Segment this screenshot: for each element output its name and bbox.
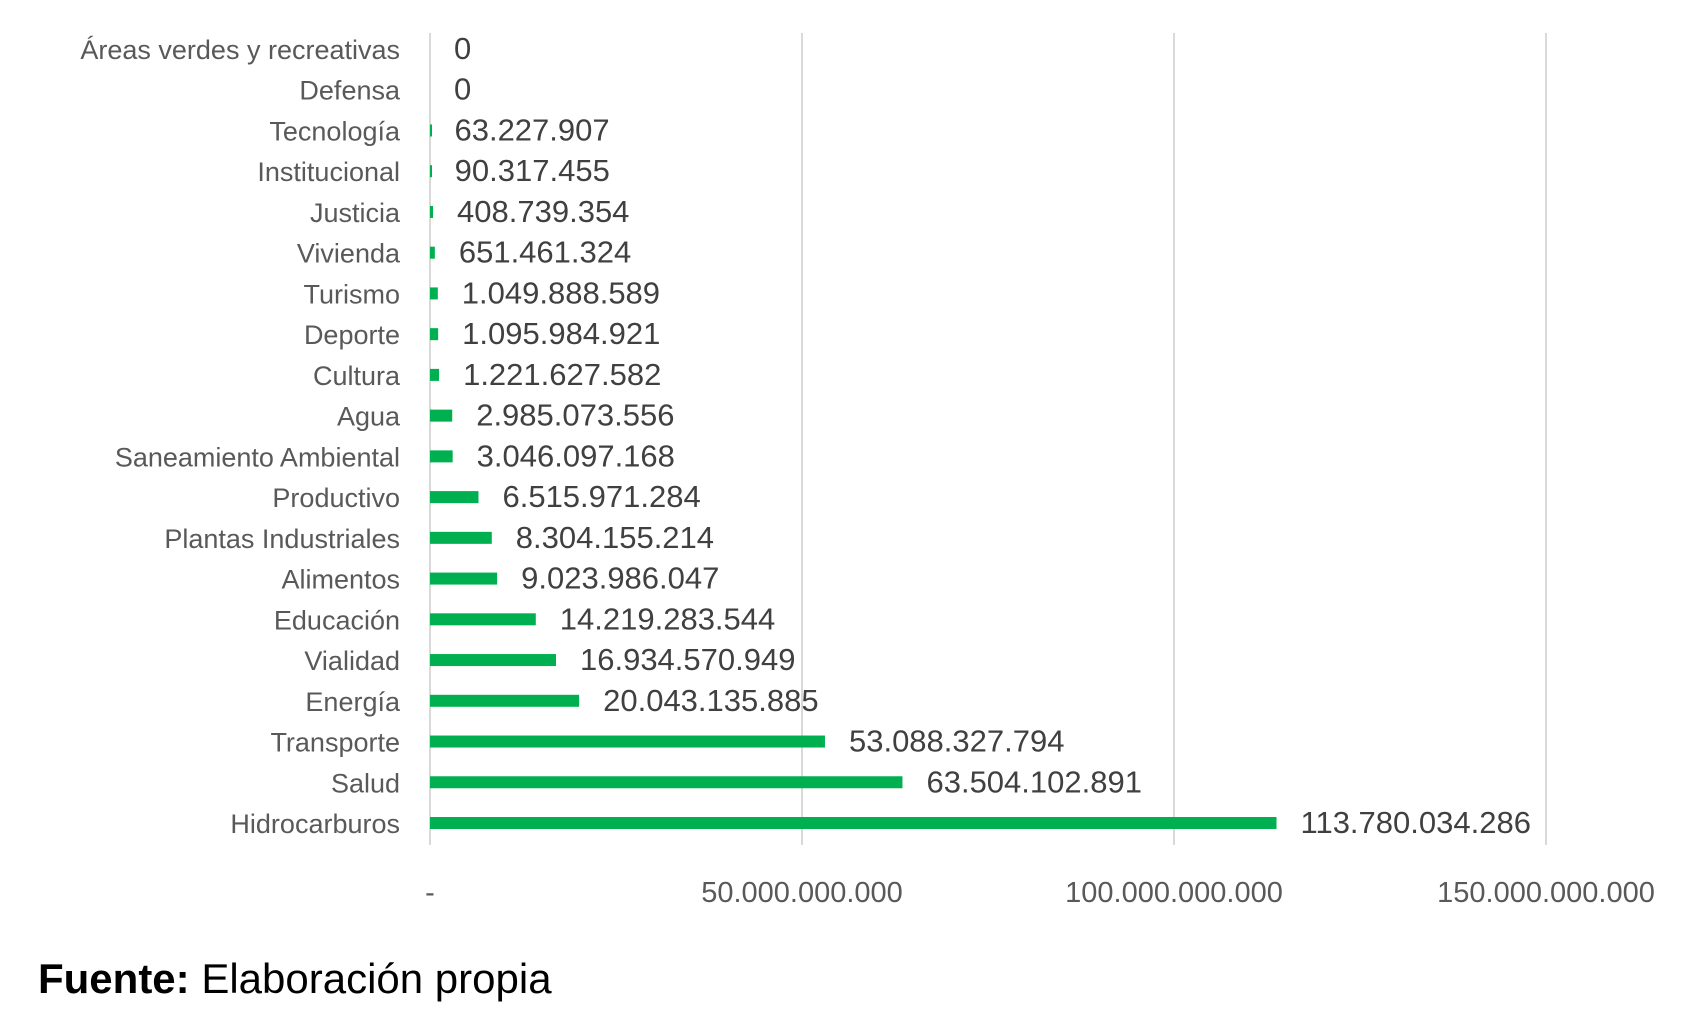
category-label: Energía — [305, 687, 401, 717]
bar — [430, 491, 479, 504]
category-label: Áreas verdes y recreativas — [80, 35, 400, 65]
bar — [430, 450, 453, 463]
bar-chart: - 50.000.000.000 100.000.000.000 150.000.00… — [80, 31, 1655, 909]
category-label: Educación — [274, 605, 400, 635]
data-label: 0 — [454, 31, 471, 66]
data-label: 1.221.627.582 — [463, 357, 661, 392]
category-label: Productivo — [272, 483, 400, 513]
source-note: Fuente: Elaboración propia — [38, 955, 552, 1003]
category-label: Vialidad — [304, 646, 400, 676]
data-label: 8.304.155.214 — [516, 520, 714, 555]
data-label: 0 — [454, 72, 471, 107]
source-text: Elaboración propia — [189, 955, 552, 1002]
bar — [430, 654, 556, 667]
data-label: 90.317.455 — [455, 153, 610, 188]
category-label: Transporte — [270, 728, 400, 758]
data-label: 63.227.907 — [454, 112, 609, 147]
category-label: Institucional — [257, 157, 400, 187]
data-label: 651.461.324 — [459, 235, 631, 270]
data-label: 9.023.986.047 — [521, 561, 719, 596]
data-label: 2.985.073.556 — [476, 398, 674, 433]
bar — [430, 246, 435, 259]
category-label: Defensa — [299, 76, 401, 106]
category-label: Justicia — [310, 198, 401, 228]
category-label: Hidrocarburos — [230, 809, 400, 839]
bar — [430, 165, 432, 178]
category-label: Deporte — [304, 320, 400, 350]
bar — [430, 817, 1277, 829]
bar — [430, 776, 903, 789]
category-label: Salud — [331, 768, 400, 798]
x-tick-label: - — [425, 877, 435, 909]
bar — [430, 613, 536, 626]
bar — [430, 368, 440, 381]
category-label: Cultura — [313, 361, 401, 391]
category-label: Agua — [337, 402, 401, 432]
x-tick-label: 150.000.000.000 — [1437, 877, 1655, 909]
data-label: 20.043.135.885 — [603, 683, 819, 718]
bar — [430, 328, 439, 341]
data-label: 14.219.283.544 — [560, 601, 776, 636]
category-label: Alimentos — [281, 565, 400, 595]
bar — [430, 531, 492, 544]
data-label: 16.934.570.949 — [580, 642, 796, 677]
data-label: 6.515.971.284 — [502, 479, 700, 514]
x-tick-label: 100.000.000.000 — [1065, 877, 1283, 909]
bar — [430, 409, 453, 422]
bar — [430, 694, 580, 707]
category-label: Saneamiento Ambiental — [115, 442, 400, 472]
data-label: 1.049.888.589 — [462, 275, 660, 310]
bar — [430, 287, 438, 300]
bar — [430, 572, 498, 585]
bar — [430, 124, 432, 137]
source-label: Fuente: — [38, 955, 190, 1002]
category-label: Turismo — [303, 279, 400, 309]
data-label: 1.095.984.921 — [462, 316, 660, 351]
category-label: Tecnología — [269, 116, 401, 146]
x-tick-label: 50.000.000.000 — [701, 877, 903, 909]
data-label: 408.739.354 — [457, 194, 629, 229]
data-label: 113.780.034.286 — [1301, 805, 1531, 840]
bar — [430, 735, 825, 748]
category-label: Vivienda — [297, 239, 401, 269]
data-label: 3.046.097.168 — [477, 438, 675, 473]
data-label: 53.088.327.794 — [849, 724, 1065, 759]
data-label: 63.504.102.891 — [926, 764, 1141, 799]
bar — [430, 205, 434, 218]
category-label: Plantas Industriales — [164, 524, 400, 554]
